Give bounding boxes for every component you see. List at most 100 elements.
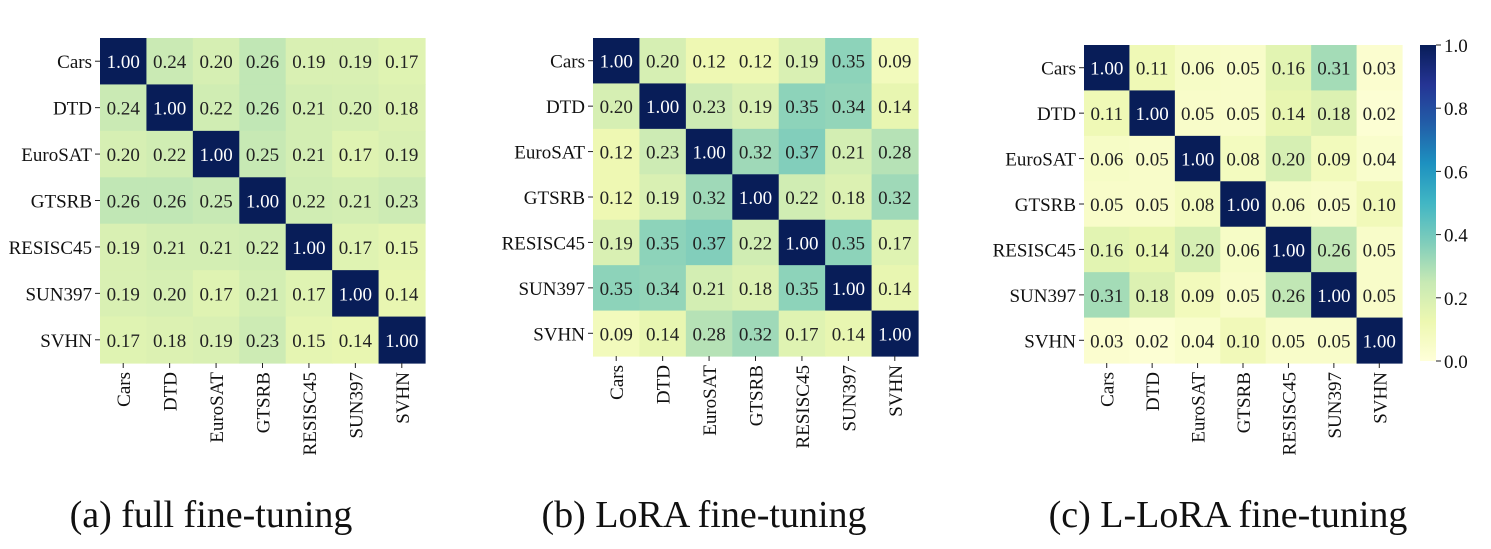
y-tick-label: EuroSAT	[1005, 150, 1076, 171]
x-tick-label: SUN397	[1325, 372, 1346, 439]
heatmap-cell	[685, 219, 733, 266]
cell-value-label: 0.37	[785, 143, 818, 164]
cell-value-label: 0.05	[1226, 104, 1259, 125]
heatmap-cell	[1129, 272, 1176, 319]
heatmap-cell	[1311, 90, 1358, 137]
x-tick-label: Cars	[1098, 372, 1119, 407]
heatmap-cell	[778, 174, 826, 221]
heatmap-cell	[378, 38, 426, 86]
cell-value-label: 0.03	[1363, 59, 1396, 80]
cell-value-label: 1.00	[739, 188, 772, 209]
cell-value-label: 0.32	[692, 188, 725, 209]
cell-value-label: 0.10	[1363, 195, 1396, 216]
cell-value-label: 0.20	[646, 52, 679, 73]
heatmap-cell	[192, 130, 240, 178]
heatmap-cell	[1174, 90, 1221, 137]
heatmap-cell	[685, 38, 733, 85]
heatmap-cell	[593, 219, 641, 266]
heatmap-cell	[285, 130, 333, 178]
heatmap-cell	[100, 177, 148, 225]
heatmap-cell	[146, 270, 194, 318]
colorbar-tick-label: 0.0	[1444, 352, 1468, 373]
y-tick-label: DTD	[546, 97, 585, 118]
heatmap-cell	[378, 177, 426, 225]
cell-value-label: 0.03	[1090, 331, 1123, 352]
heatmap-cell	[332, 130, 380, 178]
cell-value-label: 0.16	[1090, 240, 1123, 261]
x-tick-label: GTSRB	[1234, 372, 1255, 433]
y-tick-label: DTD	[1037, 104, 1076, 125]
y-tick-label: RESISC45	[502, 233, 585, 254]
cell-value-label: 0.21	[246, 284, 279, 305]
heatmap-cell	[825, 219, 873, 266]
cell-value-label: 0.12	[739, 52, 772, 73]
heatmap-cell	[192, 38, 240, 86]
heatmap-cell	[593, 310, 641, 357]
heatmap-cell	[1220, 226, 1267, 273]
heatmap-cell	[871, 219, 919, 266]
x-tick-label: EuroSAT	[207, 372, 228, 443]
x-tick-label: SVHN	[1370, 372, 1391, 424]
colorbar-tick-label: 0.4	[1444, 226, 1468, 247]
cell-value-label: 0.20	[199, 52, 232, 73]
y-tick-label: SVHN	[1024, 331, 1076, 352]
heatmap-cell	[778, 310, 826, 357]
cell-value-label: 1.00	[1090, 59, 1123, 80]
heatmap-cell	[239, 84, 287, 132]
heatmap-cell	[732, 265, 780, 312]
heatmap-cell	[871, 83, 919, 130]
heatmap-cell	[1220, 45, 1267, 92]
heatmap-cell	[1220, 181, 1267, 228]
colorbar-tick-label: 0.8	[1444, 99, 1468, 120]
heatmap-cell	[685, 265, 733, 312]
heatmap-cell	[332, 316, 380, 364]
cell-value-label: 0.20	[600, 97, 633, 118]
x-tick-label: SUN397	[346, 372, 367, 439]
heatmap-cell	[100, 316, 148, 364]
cell-value-label: 1.00	[785, 233, 818, 254]
x-tick-label: RESISC45	[793, 365, 814, 448]
heatmap-cell	[639, 174, 687, 221]
heatmap-cell	[685, 310, 733, 357]
heatmap-cell	[685, 83, 733, 130]
heatmap-cell	[639, 38, 687, 85]
cell-value-label: 0.23	[646, 143, 679, 164]
heatmap-cell	[778, 128, 826, 175]
cell-value-label: 0.14	[878, 279, 912, 300]
heatmap-cell	[146, 223, 194, 271]
heatmap-cell	[285, 177, 333, 225]
heatmap-cell	[732, 83, 780, 130]
heatmap-cell	[1129, 135, 1176, 182]
heatmap-cell	[146, 177, 194, 225]
heatmap-cell	[332, 177, 380, 225]
heatmap-cell	[1129, 181, 1176, 228]
cell-value-label: 0.16	[1272, 59, 1305, 80]
cell-value-label: 0.04	[1181, 331, 1215, 352]
cell-value-label: 0.21	[339, 192, 372, 213]
heatmap-cell	[100, 223, 148, 271]
heatmap-cell	[378, 130, 426, 178]
y-tick-label: Cars	[57, 52, 92, 73]
colorbar-tick-label: 0.6	[1444, 162, 1468, 183]
heatmap-panel-1: 1.00 0.24 0.20 0.26 0.19 0.19 0.17 0.24 1.00 0.22…	[9, 38, 426, 536]
heatmap-cell	[239, 38, 287, 86]
cell-value-label: 0.18	[1317, 104, 1350, 125]
heatmap-cell	[1220, 272, 1267, 319]
cell-value-label: 0.35	[832, 52, 865, 73]
heatmap-cell	[332, 84, 380, 132]
cell-value-label: 0.35	[646, 233, 679, 254]
heatmap-cell	[332, 38, 380, 86]
cell-value-label: 0.17	[339, 145, 372, 166]
y-tick-label: Cars	[1041, 59, 1076, 80]
cell-value-label: 0.19	[739, 97, 772, 118]
cell-value-label: 1.00	[692, 143, 725, 164]
cell-value-label: 0.25	[246, 145, 279, 166]
heatmap-cell	[239, 130, 287, 178]
cell-value-label: 0.32	[878, 188, 911, 209]
heatmap-cell	[192, 177, 240, 225]
heatmap-cell	[593, 128, 641, 175]
cell-value-label: 1.00	[1272, 240, 1305, 261]
heatmap-cell	[1265, 45, 1312, 92]
cell-value-label: 0.19	[107, 284, 140, 305]
colorbar-tick-label: 0.2	[1444, 289, 1468, 310]
